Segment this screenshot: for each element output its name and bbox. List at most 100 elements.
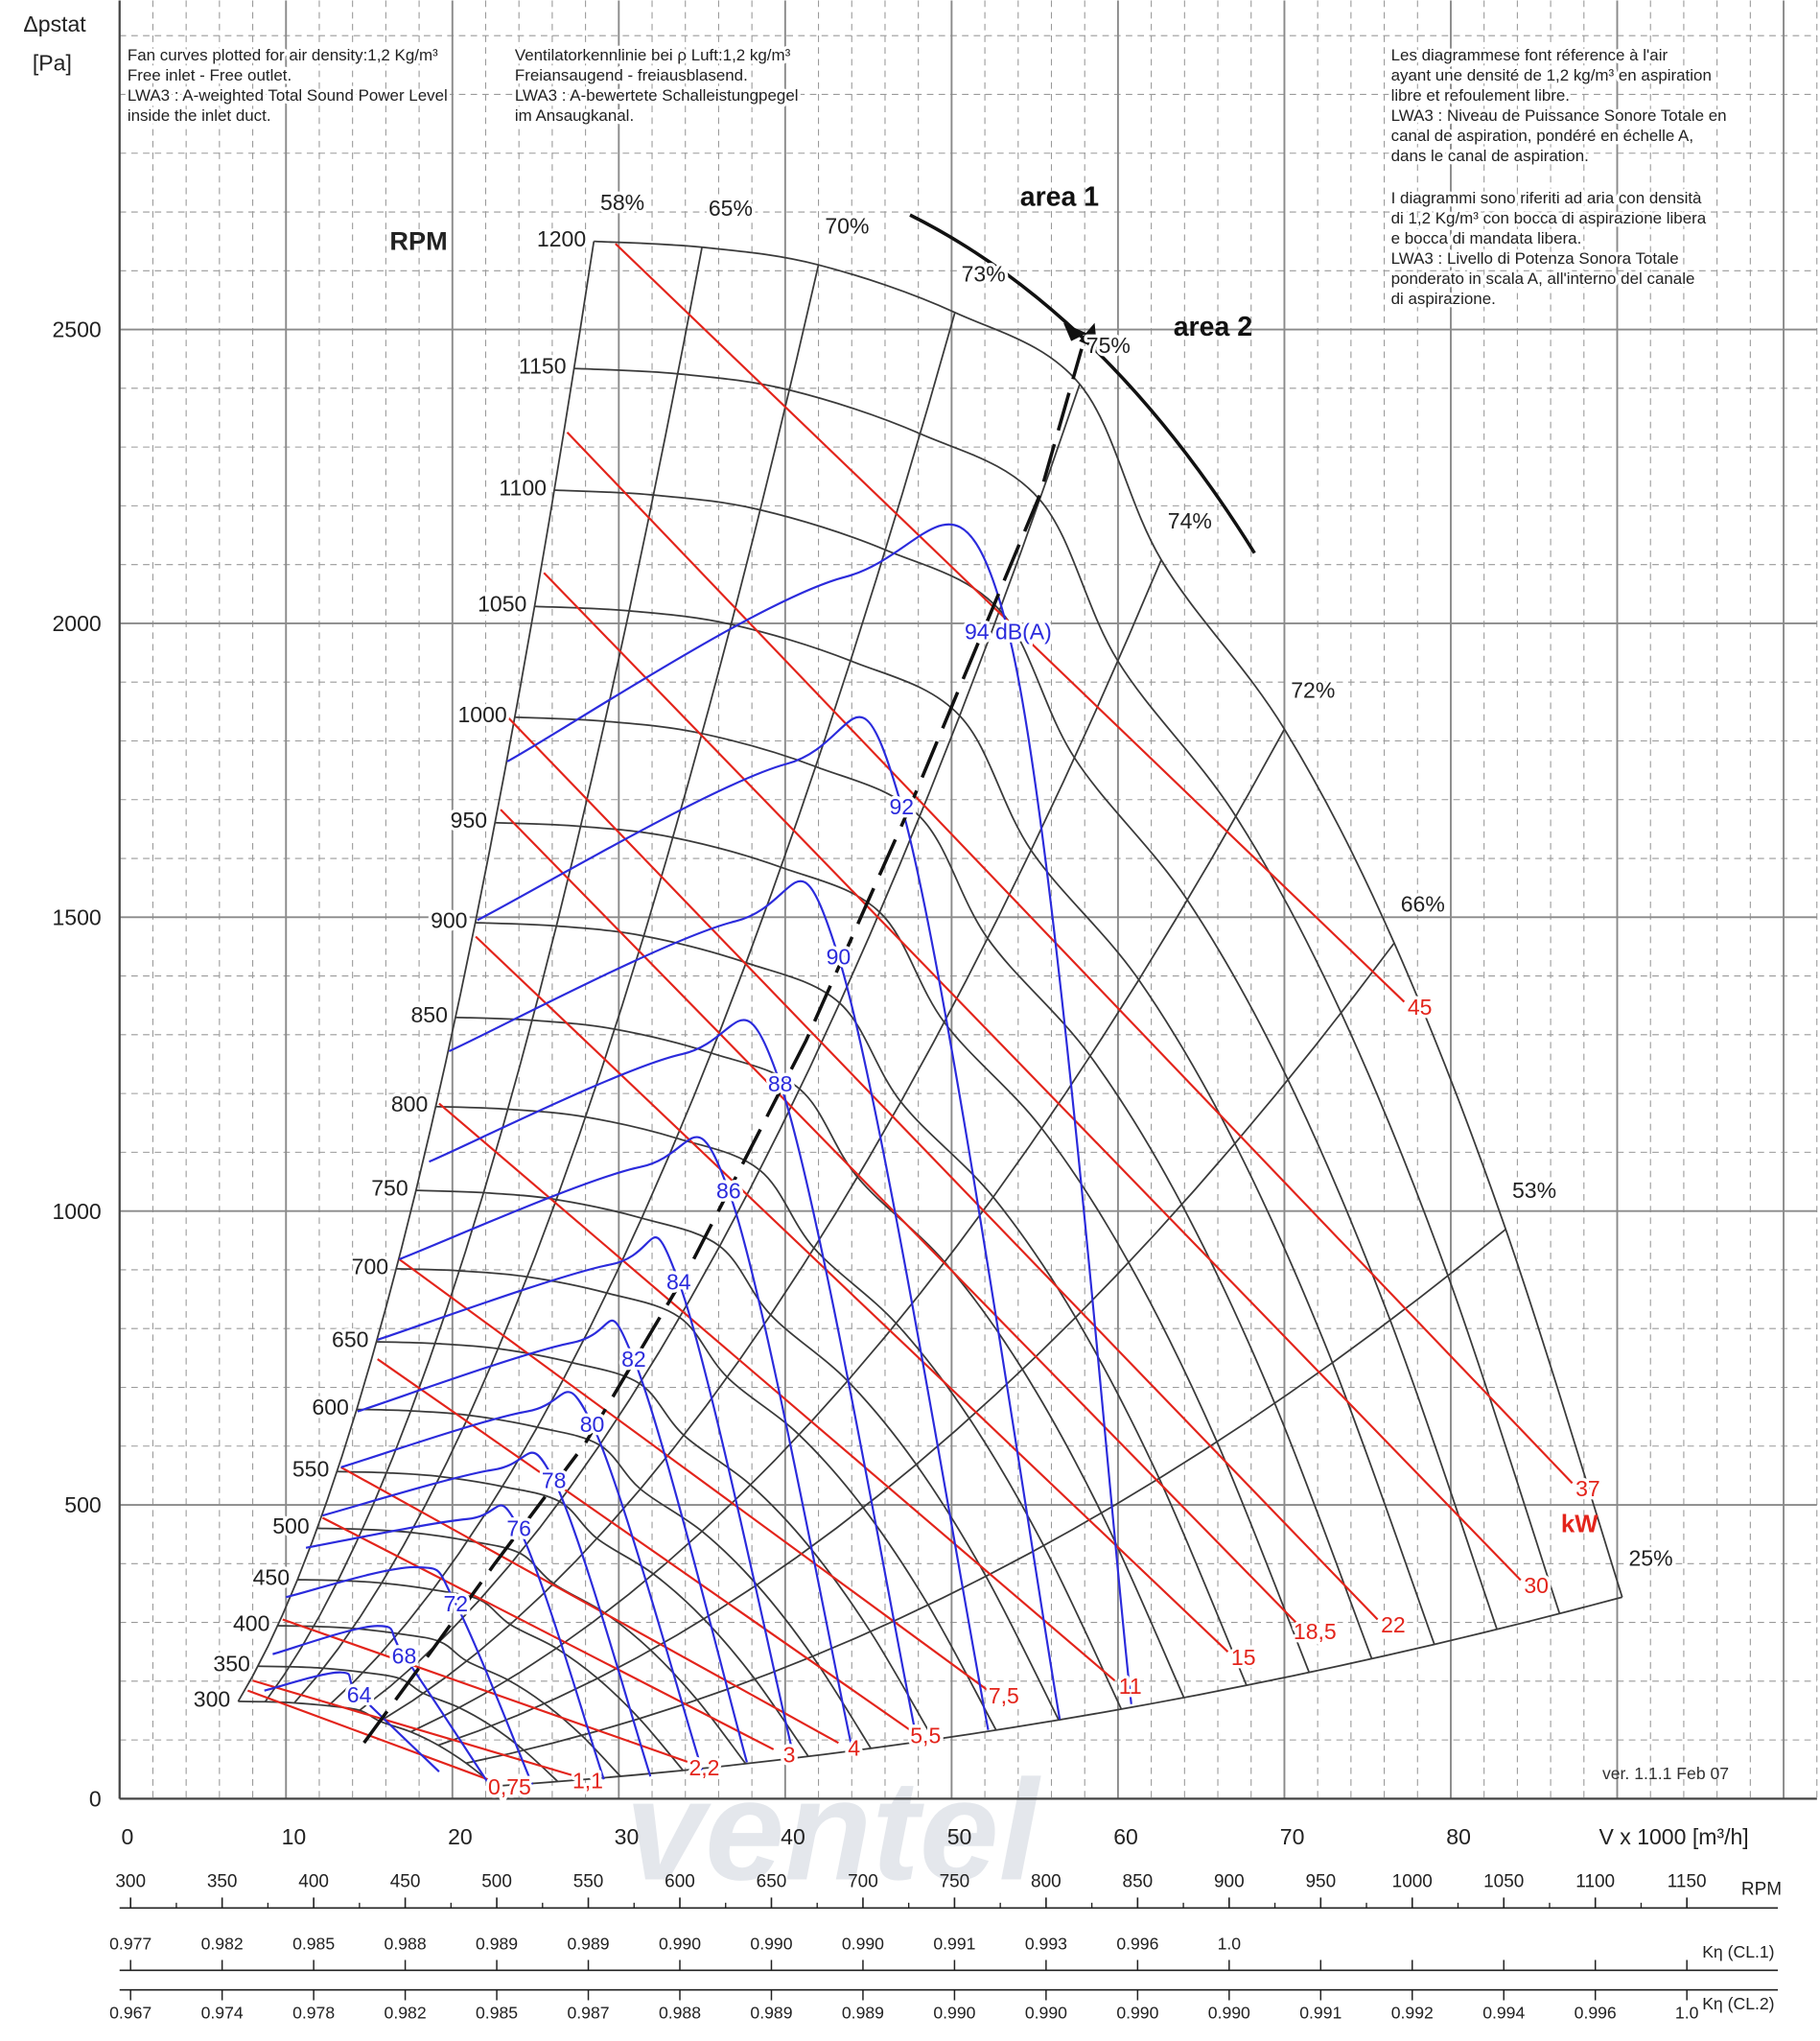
note-line: libre et refoulement libre. (1391, 86, 1570, 105)
power-line (615, 243, 1406, 1003)
efficiency-line (237, 241, 595, 1702)
k-cl2-label: 0.987 (567, 2004, 609, 2023)
sound-curve (264, 1671, 440, 1772)
k-cl2-label: 0.978 (292, 2004, 335, 2023)
bottom-scales: 300 350 400 450 500 550 600 650 700 750 800 850 900 9… (109, 1872, 1779, 2023)
note-line: canal de aspiration, pondéré en échelle … (1391, 127, 1693, 145)
note-line: dans le canal de aspiration. (1391, 147, 1589, 165)
power-line (502, 712, 1379, 1621)
note-line: e bocca di mandata libera. (1391, 229, 1582, 247)
rpm-tick-label: 850 (1123, 1872, 1154, 1892)
power-line (500, 809, 1300, 1628)
sound-label: 80 (580, 1412, 605, 1437)
x-tick-label: 70 (1280, 1824, 1305, 1849)
efficiency-label: 73% (962, 261, 1006, 286)
watermark: ventel (625, 1749, 1041, 1910)
sound-curve (340, 1391, 704, 1771)
rpm-label: 1200 (537, 226, 586, 251)
k-cl2-label: 0.989 (750, 2004, 792, 2023)
rpm-label: 700 (352, 1254, 388, 1279)
efficiency-label: 70% (825, 214, 869, 239)
note-line: ponderato in scala A, all'interno del ca… (1391, 270, 1695, 288)
power-label: 4 (848, 1736, 860, 1761)
rpm-curve (594, 240, 1623, 1598)
note-line: Fan curves plotted for air density:1,2 K… (128, 46, 438, 64)
sound-curve (398, 1136, 853, 1748)
x-tick-label: 30 (615, 1824, 640, 1849)
sound-curve (377, 1236, 795, 1756)
sound-label: 76 (506, 1516, 531, 1541)
rpm-curve (534, 605, 1435, 1645)
efficiency-label: 72% (1291, 678, 1335, 703)
rpm-tick-label: 750 (940, 1872, 970, 1892)
sound-label: 90 (827, 944, 852, 969)
x-tick-label: 80 (1446, 1824, 1471, 1849)
sound-curve (477, 716, 1062, 1720)
rpm-tick-label: 500 (481, 1872, 512, 1892)
power-label: 22 (1381, 1612, 1406, 1637)
note-line: I diagrammi sono riferiti ad aria con de… (1391, 189, 1702, 207)
k-cl1-label: 0.990 (750, 1935, 792, 1954)
rpm-tick-label: 1150 (1668, 1872, 1707, 1892)
k-cl1-label: 0.990 (842, 1935, 884, 1954)
y-tick-label: 1500 (52, 904, 101, 929)
sound-label: 72 (443, 1591, 468, 1616)
sound-label: 82 (621, 1347, 646, 1372)
k-cl2-label: 0.982 (385, 2004, 427, 2023)
k-cl1-title: Kη (CL.1) (1702, 1942, 1774, 1961)
curves (237, 240, 1623, 1788)
k-cl1-label: 0.996 (1116, 1935, 1158, 1954)
rpm-curve (396, 1267, 997, 1731)
y-tick-label: 500 (64, 1492, 101, 1517)
rpm-tick-label: 450 (390, 1872, 421, 1892)
sound-curve (448, 880, 990, 1730)
k-cl2-label: 0.990 (1116, 2004, 1158, 2023)
k-cl1-label: 1.0 (1218, 1935, 1242, 1954)
k-cl1-label: 0.982 (201, 1935, 244, 1954)
rpm-label: 650 (332, 1326, 368, 1351)
rpm-tick-label: 650 (757, 1872, 787, 1892)
y-axis-unit: [Pa] (33, 51, 72, 76)
sound-curve (322, 1451, 652, 1777)
rpm-label: 450 (253, 1564, 290, 1589)
efficiency-line (359, 384, 1081, 1711)
sound-label: 88 (768, 1071, 793, 1096)
efficiency-label: 65% (709, 196, 753, 221)
area-label: area 1 (1020, 182, 1099, 213)
sound-label: 64 (347, 1682, 372, 1707)
k-cl2-label: 0.990 (1025, 2004, 1067, 2023)
grid (118, 0, 1818, 1800)
power-line (339, 1466, 839, 1745)
rpm-tick-label: 1100 (1575, 1872, 1615, 1892)
rpm-tick-label: 350 (207, 1872, 238, 1892)
note-line: Ventilatorkennlinie bei ρ Luft:1,2 kg/m³ (515, 46, 791, 64)
note-line: Free inlet - Free outlet. (128, 66, 292, 84)
power-line (252, 1679, 573, 1776)
power-unit: kW (1561, 1511, 1598, 1537)
power-label: 3 (783, 1742, 796, 1767)
k-cl1-label: 0.989 (567, 1935, 609, 1954)
k-cl1-label: 0.988 (385, 1935, 427, 1954)
power-line (398, 1258, 990, 1692)
k-cl1-label: 0.993 (1025, 1935, 1067, 1954)
rpm-label: 300 (194, 1686, 230, 1711)
power-label: 2,2 (688, 1755, 719, 1780)
rpm-tick-label: 400 (298, 1872, 329, 1892)
rpm-label: 600 (312, 1395, 348, 1419)
y-tick-label: 0 (89, 1787, 102, 1812)
y-axis-label: Δpstat (23, 12, 86, 36)
sound-label: 94 dB(A) (965, 620, 1052, 645)
efficiency-label: 66% (1401, 892, 1445, 917)
rpm-tick-label: 600 (665, 1872, 695, 1892)
y-tick-label: 1000 (52, 1199, 101, 1224)
rpm-curve (356, 1408, 872, 1749)
sound-curve (506, 523, 1132, 1704)
power-line (543, 572, 1522, 1582)
k-cl2-label: 0.990 (933, 2004, 975, 2023)
k-cl2-title: Kη (CL.2) (1702, 1994, 1774, 2013)
power-label: 1,1 (572, 1768, 603, 1793)
efficiency-label: 74% (1168, 508, 1212, 533)
rpm-tick-label: 700 (848, 1872, 878, 1892)
k-cl2-label: 0.996 (1575, 2004, 1617, 2023)
